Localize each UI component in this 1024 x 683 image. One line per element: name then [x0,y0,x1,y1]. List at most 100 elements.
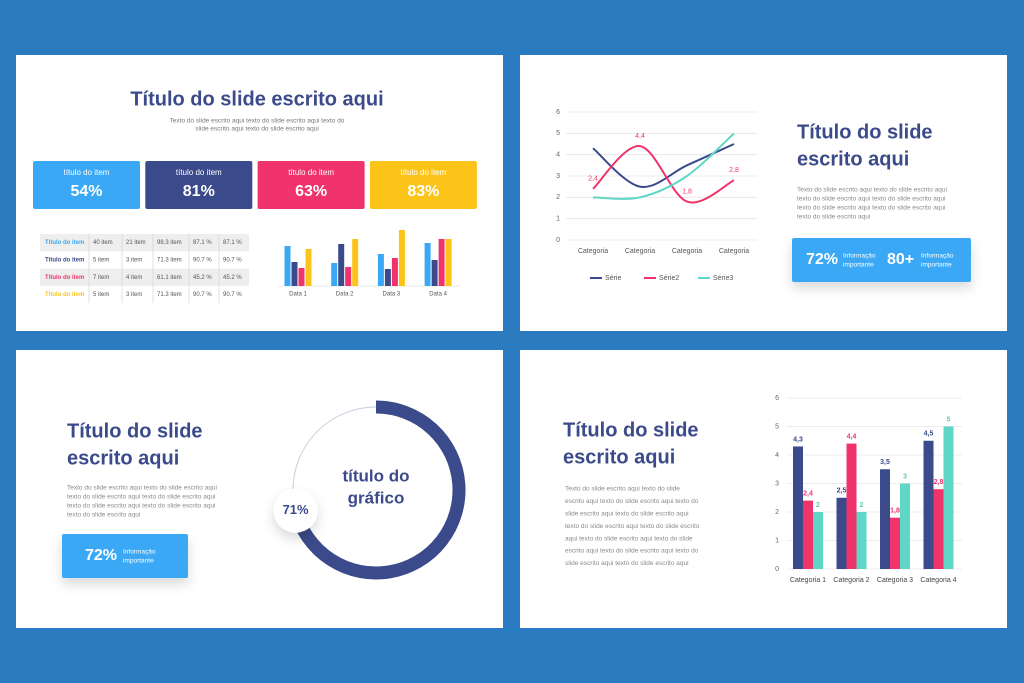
table-row-label: Título do item [45,257,84,263]
card-value: 63% [295,183,327,200]
slide-title: Título do slide [67,420,203,442]
data-label: 1,8 [682,188,692,195]
table-cell: 98.3 item [157,240,182,246]
table-cell: 90.7 % [193,292,212,298]
donut-label-bubble [273,488,318,533]
card-label: título do item [400,168,446,177]
x-tick-label: Categoria [578,248,608,255]
stat-label: Informação [843,253,876,260]
bar [384,269,391,286]
y-tick-label: 0 [775,566,779,573]
x-tick-label: Data 2 [336,292,354,298]
bar [836,497,847,569]
table-cell: 7 item [93,275,109,281]
data-label: 2 [816,502,820,509]
bar [431,260,438,286]
x-tick-label: Categoria 1 [790,577,826,584]
x-tick-label: Categoria [672,248,702,255]
table-cell: 3 item [126,292,142,298]
y-tick-label: 4 [556,152,560,159]
bar [352,239,359,286]
card-value: 81% [183,183,215,200]
bar [331,263,338,286]
data-label: 2 [860,502,864,509]
table-cell: 21 item [126,240,146,246]
table-cell: 87.1 % [193,240,212,246]
data-label: 2,8 [729,167,739,174]
bar [445,239,452,286]
slide-text: aqui texto do slide escrito aqui texto d… [565,535,693,542]
stat-label: Informação [921,253,954,260]
bar [338,244,345,286]
card [369,161,477,209]
table-cell: 71.3 item [157,257,182,263]
y-tick-label: 1 [775,537,779,544]
bar [391,258,398,286]
bar [803,500,813,569]
legend-label: Série [605,275,621,282]
table-cell: 90.7 % [193,257,212,263]
bar [880,469,890,569]
data-label: 2,4 [588,176,598,183]
x-tick-label: Categoria 2 [833,577,869,584]
stat-label: importante [843,262,874,269]
slide-title: Título do slide [797,121,933,143]
bar [933,489,944,569]
table-cell: 45.2 % [193,275,212,281]
stat-value: 72% [806,251,838,268]
bar [291,262,298,286]
data-label: 5 [947,416,951,423]
x-tick-label: Data 1 [289,292,307,298]
x-tick-label: Categoria [625,248,655,255]
table-row-label: Título do item [45,275,84,281]
y-tick-label: 0 [556,237,560,244]
data-label: 4,4 [635,133,645,140]
bar [424,243,431,286]
table-cell: 40 item [93,240,113,246]
slide-title: escrito aqui [563,446,675,468]
legend-label: Série3 [713,275,733,282]
data-label: 4,5 [924,431,934,438]
bar [305,249,312,286]
x-tick-label: Categoria [719,248,749,255]
slide-text: Texto do slide escrito aqui texto do sli… [67,485,217,492]
slide-title: Título do slide [563,419,699,441]
bar [890,517,900,569]
bar [345,267,352,286]
bar [284,246,291,286]
y-tick-label: 2 [775,509,779,516]
data-label: 3,5 [880,459,890,466]
bar [298,268,305,286]
table-row-label: Título do item [45,292,84,298]
slide-text: slide escrito aqui texto do slide escrit… [195,126,319,133]
table-cell: 45.2 % [223,275,242,281]
card-label: título do item [176,168,222,177]
slide-text: slide escrito aqui texto do slide escrit… [565,511,689,518]
donut-label: 71% [283,502,309,517]
line-series [592,145,735,204]
bar [923,440,934,569]
table-cell: 87.1 % [223,240,242,246]
bar [943,426,954,569]
y-tick-label: 2 [556,194,560,201]
y-tick-label: 6 [775,395,779,402]
bar [438,239,445,286]
slide-text: texto do slide escrito aqui texto do sli… [797,196,946,203]
slide-text: slide escrito aqui texto do slide escrit… [565,560,689,567]
x-tick-label: Categoria 3 [877,577,913,584]
table-cell: 90.7 % [223,257,242,263]
card-label: título do item [64,168,110,177]
stat-value: 80+ [887,251,914,268]
slide-text: escrito aqui texto do slide escrito aqui… [565,498,699,505]
table-cell: 3 item [126,257,142,263]
card [145,161,253,209]
card [257,161,365,209]
donut-title: título do [342,466,409,485]
card-label: título do item [288,168,334,177]
slide-text: texto do slide escrito aqui [67,512,140,519]
table-cell: 4 item [126,275,142,281]
bar [398,230,405,286]
slide-title: escrito aqui [67,447,179,469]
data-label: 2,5 [837,488,847,495]
slide-text: Texto do slide escrito aqui texto do sli… [565,486,680,493]
